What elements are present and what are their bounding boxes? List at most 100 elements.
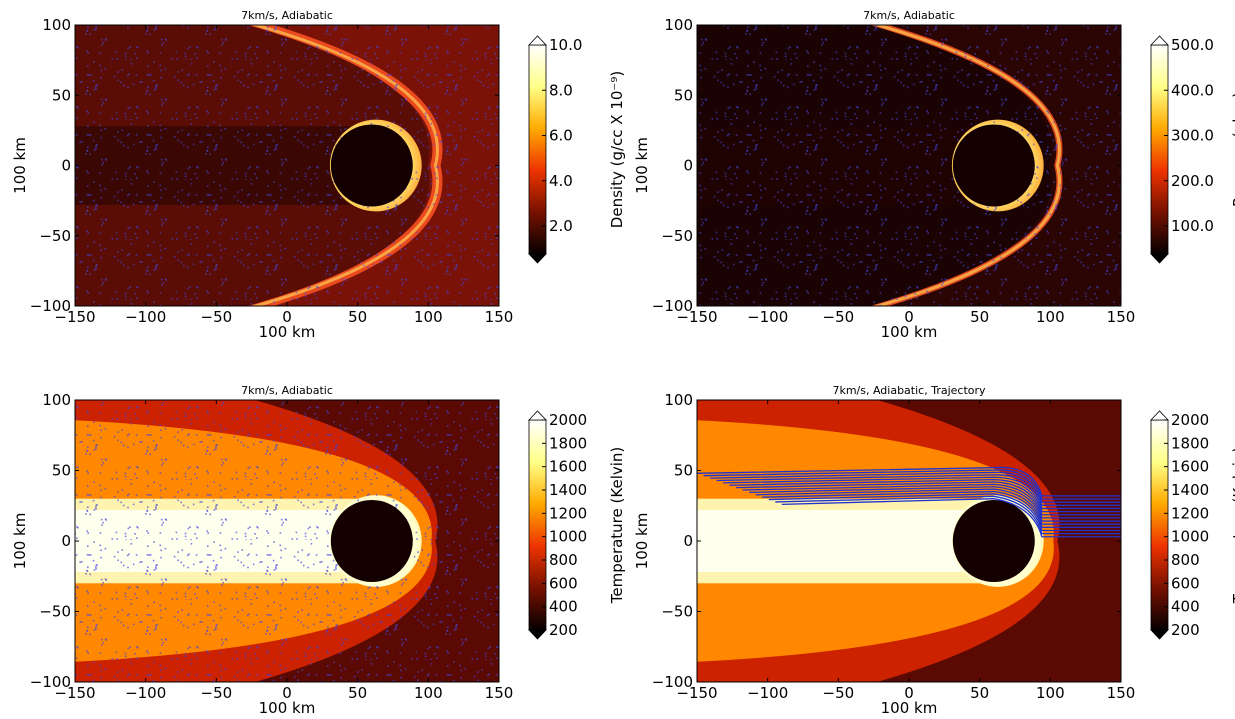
heatmap-field: [697, 25, 1121, 306]
plot-panel-2: 7km/s, Adiabatic−150 −100 −50 0 50 100 150−100…: [633, 9, 1235, 341]
trajectory-line: [729, 478, 1121, 513]
plot-panel-3: 7km/s, Adiabatic−150 −100 −50 0 50 100 150−100…: [11, 384, 626, 717]
y-tick-label: 0: [61, 532, 71, 550]
colorbar-gradient: [528, 44, 547, 255]
x-tick-label: −100: [125, 684, 166, 702]
x-tick-label: −100: [747, 684, 788, 702]
colorbar: 2000 1800 1600 1400 1200 1000 800 600 400 200 Temp…: [528, 410, 626, 640]
colorbar-tick-label: 2000: [549, 411, 587, 429]
colorbar-tick-label: 200: [549, 621, 578, 639]
colorbar-extend-max: [528, 35, 547, 46]
colorbar-extend-max: [1150, 35, 1169, 46]
x-tick-label: −100: [125, 308, 166, 326]
x-axis-label: 100 km: [259, 323, 316, 341]
x-tick-label: −100: [747, 308, 788, 326]
plot-title: 7km/s, Adiabatic: [241, 9, 333, 22]
trajectory-line: [697, 466, 1121, 497]
colorbar-tick-label: 1400: [549, 481, 587, 499]
x-tick-label: −150: [54, 684, 95, 702]
y-tick-label: 0: [61, 157, 71, 175]
y-tick-label: 100: [664, 391, 693, 409]
y-axis-label: 100 km: [11, 513, 29, 570]
plot-title: 7km/s, Adiabatic: [241, 384, 333, 397]
trajectory-line: [703, 469, 1121, 500]
y-tick-label: 100: [664, 16, 693, 34]
x-tick-label: 0: [282, 684, 292, 702]
y-tick-label: 50: [674, 86, 693, 104]
y-tick-label: −50: [39, 227, 71, 245]
x-tick-label: 0: [282, 308, 292, 326]
colorbar: 2000 1800 1600 1400 1200 1000 800 600 400 200 Temp…: [1150, 410, 1235, 640]
trajectory-line: [755, 488, 1121, 525]
colorbar-tick-label: 2000: [1171, 411, 1209, 429]
colorbar-tick-label: 100.0: [1171, 217, 1214, 235]
colorbar-label: Pressure (μbar): [1230, 92, 1235, 207]
colorbar-tick-label: 200: [1171, 621, 1200, 639]
colorbar-extend-max: [1150, 410, 1169, 421]
colorbar-tick-label: 400: [549, 598, 578, 616]
y-axis-label: 100 km: [633, 513, 651, 570]
plot-panel-4: 7km/s, Adiabatic, Trajectory−150 −100 −50 0…: [633, 384, 1235, 717]
x-tick-label: −150: [676, 308, 717, 326]
y-tick-label: −100: [30, 297, 71, 315]
x-tick-label: 50: [348, 684, 367, 702]
y-tick-label: 50: [52, 86, 71, 104]
obstacle-disc: [952, 124, 1035, 207]
y-tick-label: −100: [652, 297, 693, 315]
trajectory-line: [775, 495, 1121, 535]
x-tick-label: −150: [676, 684, 717, 702]
x-tick-label: 150: [1107, 308, 1136, 326]
y-tick-label: −100: [30, 673, 71, 691]
y-tick-label: −50: [661, 227, 693, 245]
colorbar-tick-label: 1600: [549, 458, 587, 476]
y-tick-label: 100: [42, 391, 71, 409]
colorbar-tick-label: 1000: [1171, 528, 1209, 546]
colorbar-gradient: [1150, 419, 1169, 631]
x-tick-label: 100: [1036, 308, 1065, 326]
colorbar-tick-label: 8.0: [549, 81, 573, 99]
colorbar-tick-label: 400.0: [1171, 81, 1214, 99]
trajectory-lines: [697, 466, 1121, 538]
x-tick-label: 50: [348, 308, 367, 326]
obstacle-disc: [330, 500, 413, 582]
trajectory-line: [749, 486, 1121, 522]
colorbar-label: Temperature (Kelvin): [608, 447, 626, 605]
x-axis-label: 100 km: [881, 699, 938, 717]
colorbar-tick-label: 600: [1171, 574, 1200, 592]
x-axis-label: 100 km: [259, 699, 316, 717]
obstacle-disc: [952, 500, 1035, 582]
y-axis-label: 100 km: [11, 137, 29, 194]
x-tick-label: 50: [970, 308, 989, 326]
colorbar-gradient: [1150, 44, 1169, 255]
plot-panel-1: 7km/s, Adiabatic−150 −100 −50 0 50 100 150−100…: [11, 9, 626, 341]
y-tick-label: −50: [39, 603, 71, 621]
colorbar-tick-label: 6.0: [549, 127, 573, 145]
x-tick-label: 50: [970, 684, 989, 702]
colorbar-extend-min: [528, 629, 547, 640]
colorbar-tick-label: 2.0: [549, 217, 573, 235]
x-tick-label: 100: [1036, 684, 1065, 702]
colorbar-gradient: [528, 419, 547, 631]
x-tick-label: −50: [201, 684, 233, 702]
colorbar-tick-label: 500.0: [1171, 36, 1214, 54]
colorbar-extend-min: [1150, 253, 1169, 264]
heatmap-field: [75, 25, 499, 306]
colorbar-extend-min: [1150, 629, 1169, 640]
heatmap-field: [75, 400, 499, 682]
trajectory-line: [710, 471, 1121, 503]
y-tick-label: 50: [52, 462, 71, 480]
x-tick-label: −50: [201, 308, 233, 326]
colorbar-tick-label: 1000: [549, 528, 587, 546]
colorbar: 10.0 8.0 6.0 4.0 2.0 Density (g/cc X 10⁻⁹): [528, 35, 626, 264]
colorbar-tick-label: 200.0: [1171, 172, 1214, 190]
trajectory-line: [768, 493, 1121, 532]
x-tick-label: 150: [1107, 684, 1136, 702]
colorbar-tick-label: 1200: [549, 504, 587, 522]
x-tick-label: −150: [54, 308, 95, 326]
trajectory-line: [781, 498, 1121, 538]
colorbar-extend-min: [528, 253, 547, 264]
x-axis-label: 100 km: [881, 323, 938, 341]
x-tick-label: 150: [485, 308, 514, 326]
heatmap-field: [697, 400, 1121, 682]
